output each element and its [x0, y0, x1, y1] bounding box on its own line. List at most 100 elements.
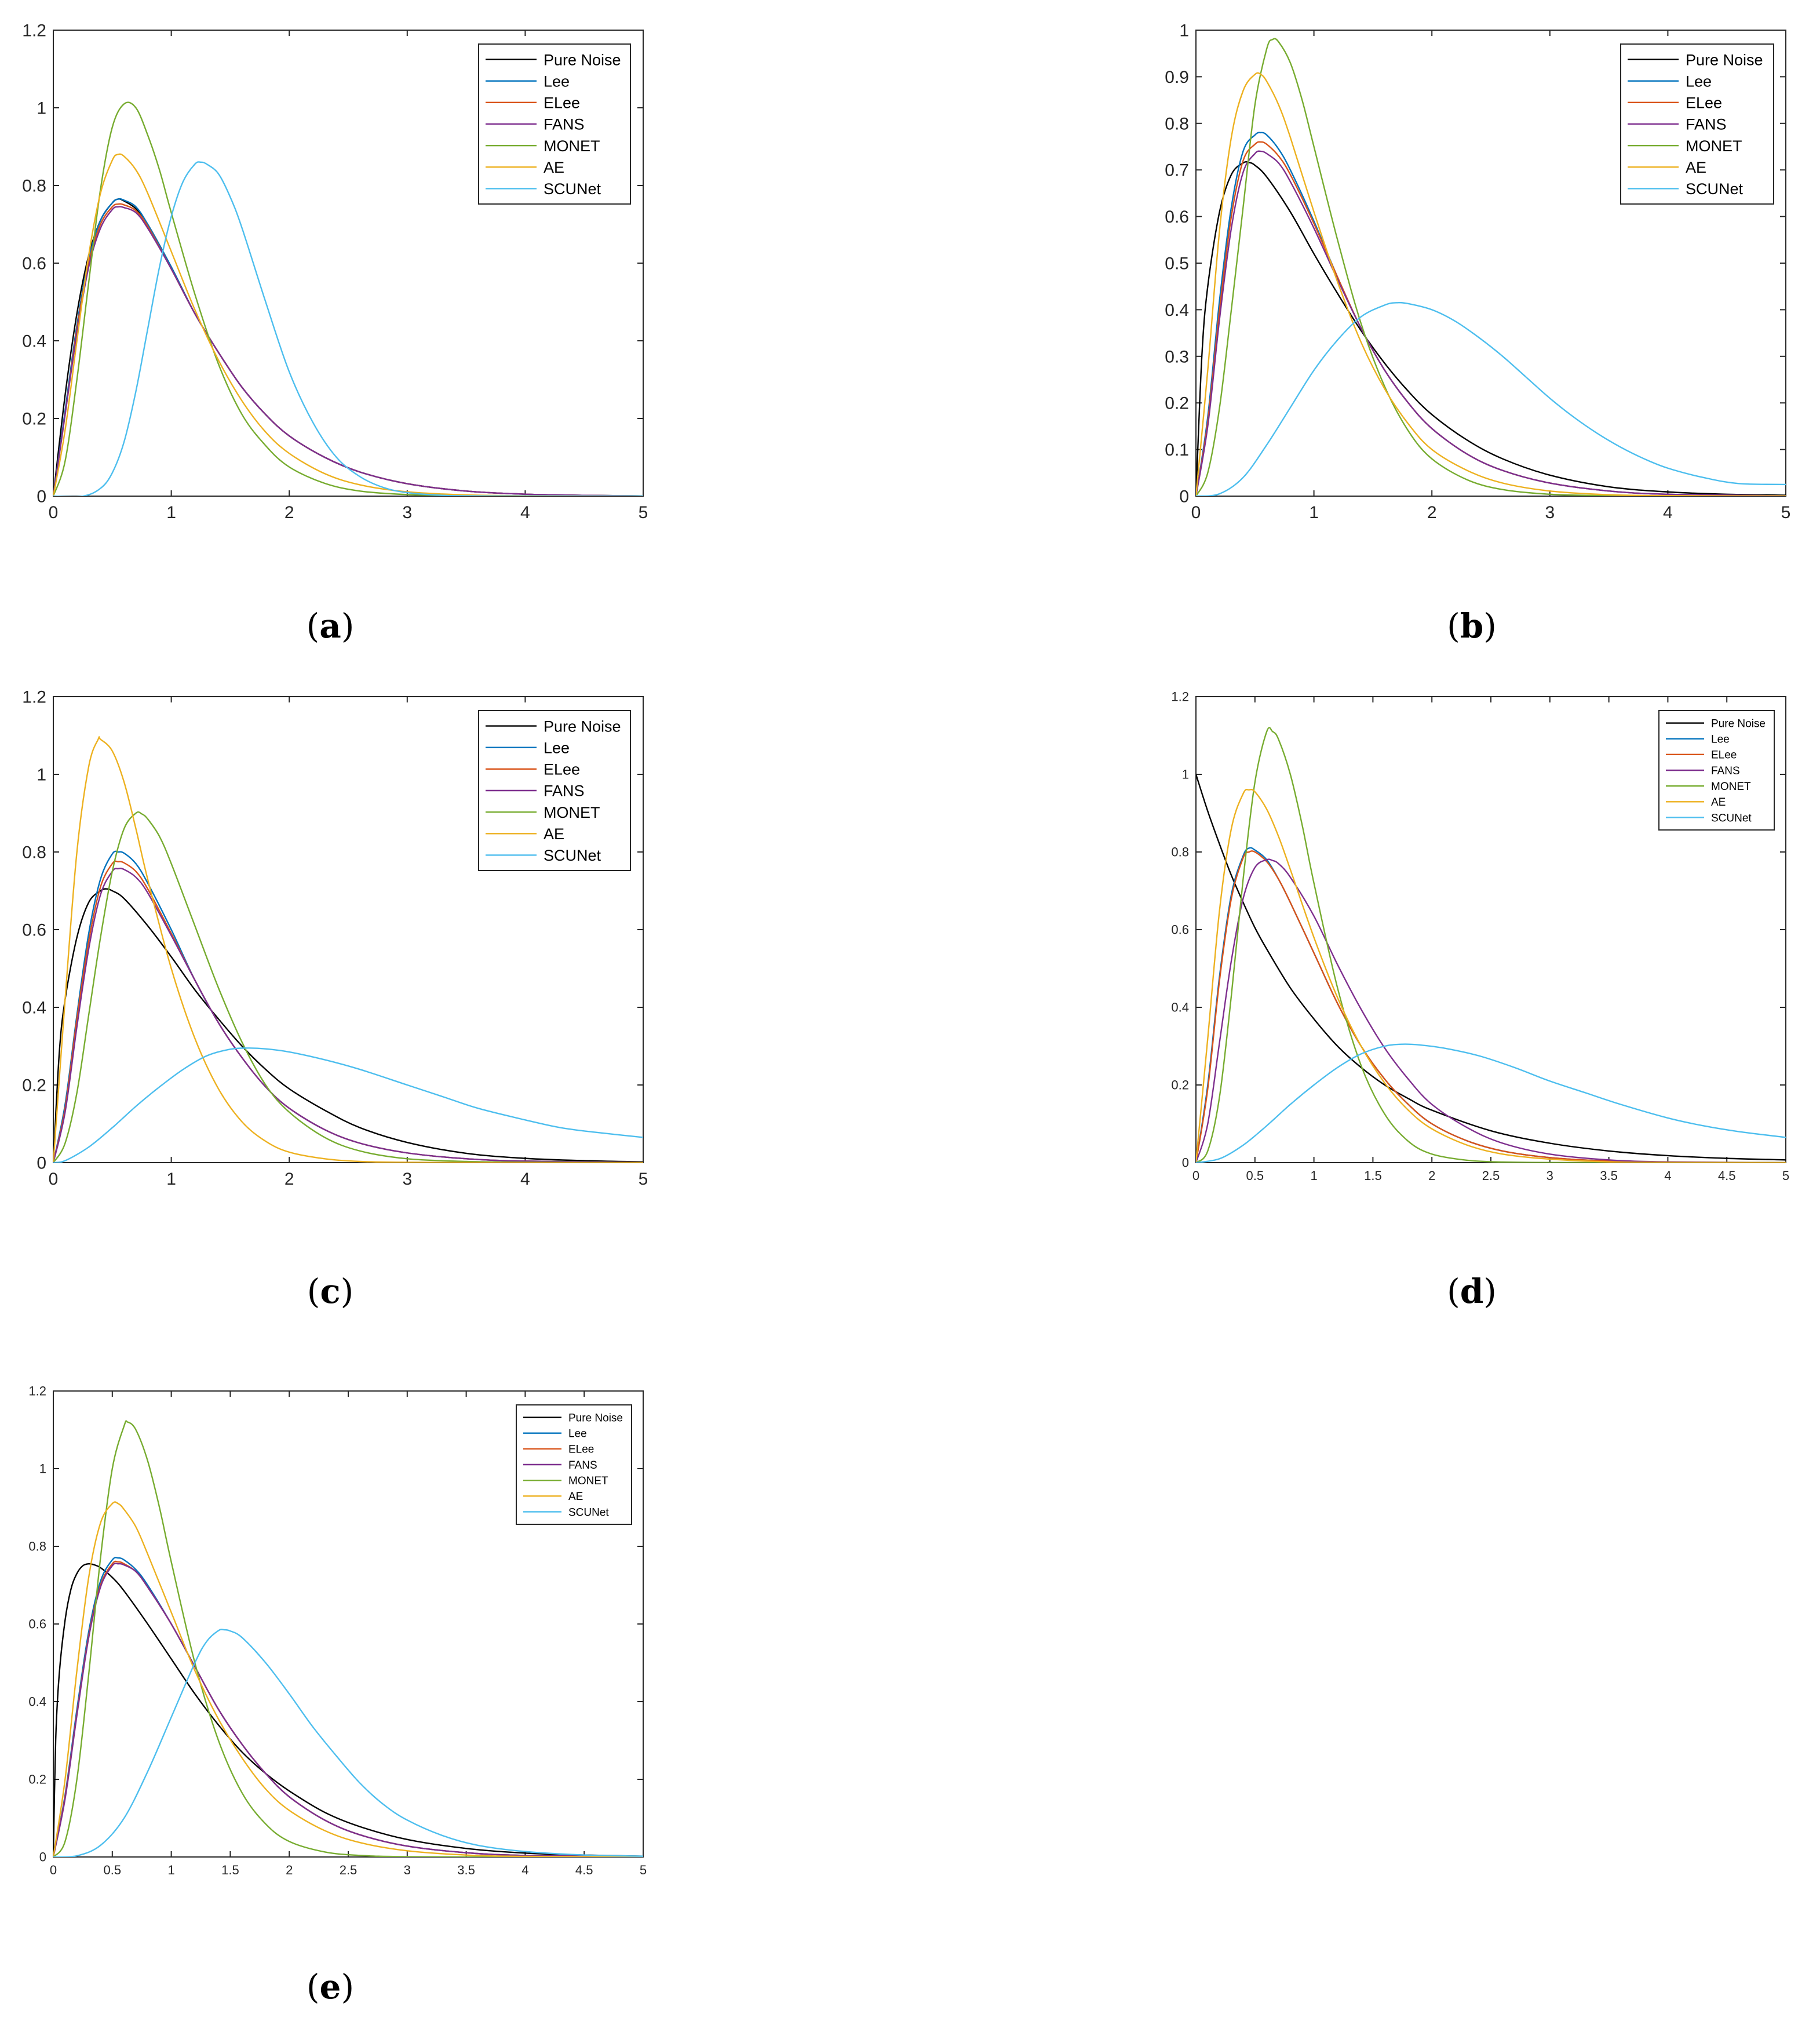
series-line-b-0	[1196, 161, 1786, 496]
x-tick-label-e-6: 3	[404, 1863, 411, 1877]
x-tick-label-c-4: 4	[520, 1170, 530, 1189]
x-tick-label-d-3: 1.5	[1364, 1168, 1382, 1183]
y-tick-label-e-1: 0.2	[28, 1772, 46, 1787]
y-tick-label-b-7: 0.7	[1165, 161, 1189, 180]
legend-label-c-2: ELee	[544, 761, 580, 778]
series-line-c-5	[53, 736, 643, 1163]
x-tick-label-c-3: 3	[402, 1170, 412, 1189]
x-tick-label-e-5: 2.5	[340, 1863, 358, 1877]
legend-label-b-4: MONET	[1686, 137, 1742, 155]
legend-b: Pure Noise Lee ELee FANS MONET AE SCUNet	[1620, 43, 1774, 205]
legend-label-b-5: AE	[1686, 159, 1706, 176]
series-line-d-5	[1196, 788, 1786, 1163]
y-tick-label-b-10: 1	[1179, 21, 1189, 41]
x-tick-label-e-7: 3.5	[457, 1863, 475, 1877]
y-tick-label-c-0: 0	[37, 1154, 46, 1173]
legend-label-e-3: FANS	[568, 1459, 597, 1472]
legend-label-a-2: ELee	[544, 94, 580, 112]
y-tick-label-e-3: 0.6	[28, 1617, 46, 1632]
x-tick-label-d-2: 1	[1310, 1168, 1317, 1183]
x-tick-label-d-6: 3	[1547, 1168, 1553, 1183]
legend-label-b-6: SCUNet	[1686, 180, 1744, 198]
series-line-c-4	[53, 811, 643, 1163]
panel-caption-c: (c)	[307, 1272, 354, 1311]
y-tick-label-d-3: 0.6	[1171, 923, 1189, 937]
legend-label-e-6: SCUNet	[568, 1506, 609, 1519]
x-tick-label-b-3: 3	[1545, 503, 1555, 522]
x-tick-label-e-10: 5	[640, 1863, 647, 1877]
x-tick-label-e-8: 4	[521, 1863, 528, 1877]
y-tick-label-d-4: 0.8	[1171, 845, 1189, 860]
x-tick-label-b-4: 4	[1663, 503, 1673, 522]
x-tick-label-e-0: 0	[50, 1863, 57, 1877]
y-tick-label-b-4: 0.4	[1165, 301, 1189, 320]
y-tick-label-a-2: 0.4	[22, 332, 46, 351]
y-tick-label-c-6: 1.2	[22, 688, 46, 707]
legend-label-c-6: SCUNet	[544, 847, 601, 864]
legend-label-e-0: Pure Noise	[568, 1412, 623, 1424]
x-tick-label-b-0: 0	[1191, 503, 1201, 522]
y-tick-label-a-4: 0.8	[22, 177, 46, 196]
legend-label-d-2: ELee	[1711, 749, 1737, 762]
legend-label-d-6: SCUNet	[1711, 812, 1752, 824]
x-tick-label-c-2: 2	[285, 1170, 294, 1189]
legend-label-d-0: Pure Noise	[1711, 718, 1766, 730]
y-tick-label-c-1: 0.2	[22, 1076, 46, 1095]
y-tick-label-b-9: 0.9	[1165, 68, 1189, 87]
x-tick-label-d-9: 4.5	[1718, 1168, 1736, 1183]
legend-label-e-2: ELee	[568, 1444, 594, 1456]
y-tick-label-b-1: 0.1	[1165, 440, 1189, 460]
legend-label-d-1: Lee	[1711, 734, 1730, 746]
y-tick-label-d-2: 0.4	[1171, 1000, 1189, 1015]
y-tick-label-c-5: 1	[37, 766, 46, 785]
series-line-a-6	[53, 161, 643, 496]
series-line-d-3	[1196, 858, 1786, 1163]
legend-label-a-6: SCUNet	[544, 180, 601, 198]
series-line-d-6	[1196, 1043, 1786, 1163]
x-tick-label-b-1: 1	[1309, 503, 1319, 522]
series-group-a	[53, 101, 643, 496]
y-tick-label-a-0: 0	[37, 487, 46, 507]
panel-caption-d: (d)	[1447, 1272, 1497, 1311]
series-line-e-5	[53, 1501, 643, 1857]
x-tick-label-d-4: 2	[1428, 1168, 1435, 1183]
panel-b: 0 1 2 3 4 5 0 0.1 0.2 0.3 0.4 0.5 0.6 0.7 0.8 0.9 1 Pure …	[1165, 21, 1790, 646]
x-tick-label-e-3: 1.5	[221, 1863, 239, 1877]
series-line-a-3	[53, 206, 643, 496]
legend-label-e-1: Lee	[568, 1428, 587, 1440]
y-tick-label-c-4: 0.8	[22, 843, 46, 862]
legend-label-b-1: Lee	[1686, 72, 1712, 90]
legend-label-b-3: FANS	[1686, 116, 1727, 133]
y-tick-label-b-2: 0.2	[1165, 394, 1189, 413]
legend-label-c-3: FANS	[544, 782, 585, 800]
series-line-e-0	[53, 1563, 643, 1857]
x-tick-label-a-2: 2	[285, 503, 294, 522]
x-tick-label-a-0: 0	[49, 503, 59, 522]
x-tick-label-c-1: 1	[166, 1170, 176, 1189]
legend-label-d-4: MONET	[1711, 781, 1751, 793]
series-line-a-5	[53, 153, 643, 496]
legend-label-e-4: MONET	[568, 1475, 608, 1487]
legend-d: Pure Noise Lee ELee FANS MONET AE SCUNet	[1658, 710, 1775, 831]
series-group-b	[1196, 38, 1786, 496]
panel-a: 0 1 2 3 4 5 0 0.2 0.4 0.6 0.8 1 1.2 Pure Noise Lee ELee…	[22, 21, 648, 646]
y-tick-label-b-0: 0	[1179, 487, 1189, 507]
series-line-b-4	[1196, 38, 1786, 496]
x-tick-label-a-4: 4	[520, 503, 530, 522]
legend-label-d-5: AE	[1711, 796, 1726, 809]
x-tick-label-d-0: 0	[1192, 1168, 1199, 1183]
panel-caption-a: (a)	[307, 606, 355, 646]
series-line-d-4	[1196, 727, 1786, 1163]
x-tick-label-a-1: 1	[166, 503, 176, 522]
series-line-d-0	[1196, 774, 1786, 1161]
x-tick-label-e-1: 0.5	[104, 1863, 122, 1877]
y-tick-label-b-8: 0.8	[1165, 114, 1189, 133]
y-tick-label-e-4: 0.8	[28, 1539, 46, 1554]
y-tick-label-b-6: 0.6	[1165, 207, 1189, 227]
y-tick-label-e-0: 0	[39, 1850, 46, 1865]
x-tick-label-b-2: 2	[1427, 503, 1437, 522]
y-tick-label-e-6: 1.2	[28, 1384, 46, 1399]
series-line-b-6	[1196, 301, 1786, 496]
y-tick-label-a-5: 1	[37, 99, 46, 118]
panel-d: 0 0.5 1 1.5 2 2.5 3 3.5 4 4.5 5 0 0.2 0.4 0.6 0.8 1 1.2 Pu…	[1171, 690, 1789, 1311]
